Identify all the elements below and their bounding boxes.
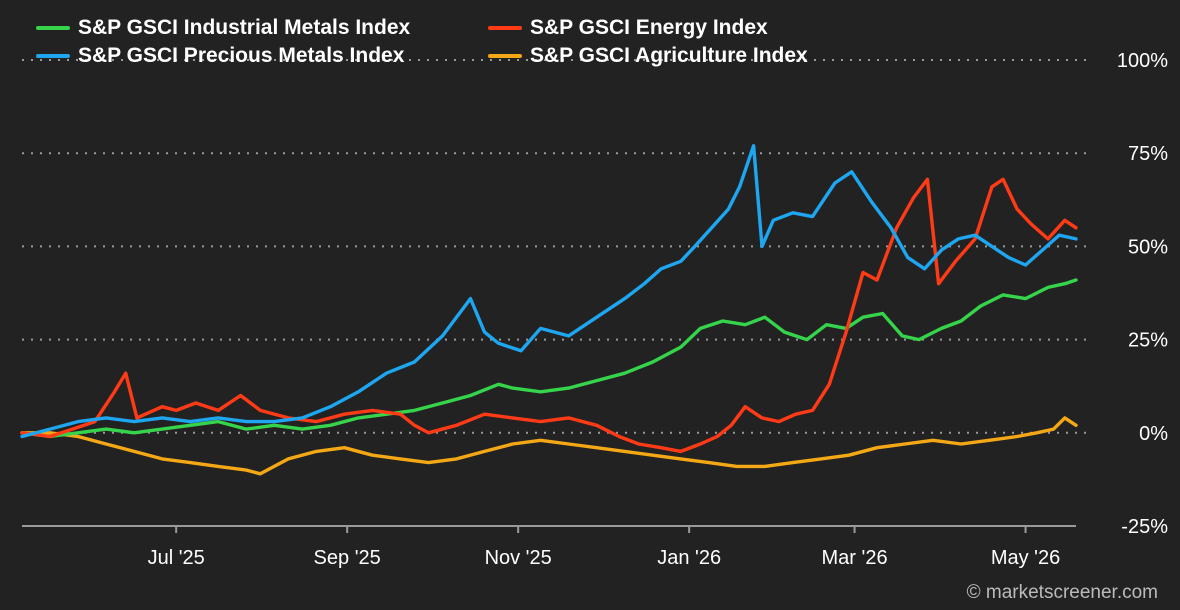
legend-label-energy: S&P GSCI Energy Index xyxy=(530,16,768,39)
y-tick-label: 50% xyxy=(1128,236,1168,258)
legend-swatch-industrial-metals xyxy=(36,26,70,30)
legend-item-energy[interactable]: S&P GSCI Energy Index xyxy=(488,14,768,42)
y-axis-labels: -25% 0% 25% 50% 75% 100% xyxy=(1117,50,1168,538)
y-tick-label: -25% xyxy=(1121,516,1168,538)
legend-swatch-agriculture xyxy=(488,54,522,58)
y-tick-label: 75% xyxy=(1128,143,1168,165)
y-tick-label: 100% xyxy=(1117,50,1168,72)
legend-swatch-energy xyxy=(488,26,522,30)
legend-item-agriculture[interactable]: S&P GSCI Agriculture Index xyxy=(488,42,808,70)
x-tick-label: May '26 xyxy=(991,547,1060,569)
series-agriculture xyxy=(20,416,1078,476)
y-tick-label: 0% xyxy=(1139,423,1168,445)
series-industrial-metals xyxy=(20,278,1078,439)
legend-item-precious-metals[interactable]: S&P GSCI Precious Metals Index xyxy=(36,42,404,70)
y-tick-label: 25% xyxy=(1128,330,1168,352)
series-energy xyxy=(20,177,1078,454)
legend-label-industrial-metals: S&P GSCI Industrial Metals Index xyxy=(78,16,411,39)
legend-label-precious-metals: S&P GSCI Precious Metals Index xyxy=(78,44,405,67)
series-precious-metals xyxy=(20,144,1078,439)
x-tick-label: Nov '25 xyxy=(485,547,552,569)
x-tick-label: Mar '26 xyxy=(822,547,888,569)
series-group xyxy=(20,144,1078,476)
x-tick-label: Jul '25 xyxy=(148,547,205,569)
x-tick-label: Jan '26 xyxy=(657,547,721,569)
legend-item-industrial-metals[interactable]: S&P GSCI Industrial Metals Index xyxy=(36,14,410,42)
legend-label-agriculture: S&P GSCI Agriculture Index xyxy=(530,44,808,67)
legend-swatch-precious-metals xyxy=(36,54,70,58)
grid-lines xyxy=(22,59,1090,434)
x-tick-label: Sep '25 xyxy=(314,547,381,569)
credit-text: © marketscreener.com xyxy=(966,582,1158,603)
x-axis: Jul '25 Sep '25 Nov '25 Jan '26 Mar '26 May '… xyxy=(22,525,1076,569)
